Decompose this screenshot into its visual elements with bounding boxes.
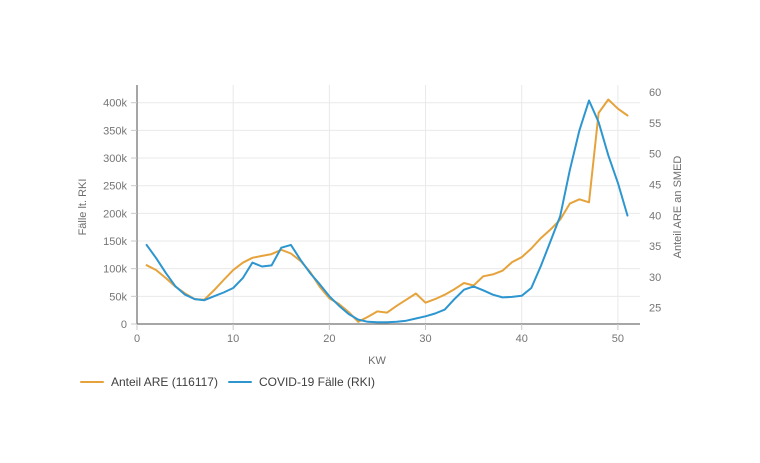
x-axis-title: KW [368, 355, 386, 367]
svg-text:45: 45 [649, 179, 661, 191]
right-axis-title: Anteil ARE an SMED [672, 155, 684, 259]
legend-swatch-orange [80, 381, 104, 383]
svg-text:40: 40 [516, 333, 528, 345]
svg-text:50k: 50k [109, 291, 127, 303]
svg-text:60: 60 [649, 87, 661, 99]
svg-text:35: 35 [649, 241, 661, 253]
svg-text:25: 25 [649, 303, 661, 315]
svg-text:40: 40 [649, 210, 661, 222]
legend-swatch-blue [227, 381, 252, 383]
svg-text:55: 55 [649, 118, 661, 130]
svg-text:250k: 250k [103, 181, 127, 193]
legend-item-covid-faelle[interactable]: COVID-19 Fälle (RKI) [227, 375, 375, 389]
svg-text:0: 0 [121, 319, 127, 331]
left-axis-title: Fälle lt. RKI [77, 178, 89, 236]
svg-text:20: 20 [323, 333, 335, 345]
svg-text:100k: 100k [103, 264, 127, 276]
svg-text:400k: 400k [103, 98, 127, 110]
svg-text:150k: 150k [103, 236, 127, 248]
legend-item-anteil-are[interactable]: Anteil ARE (116117) [80, 375, 218, 389]
svg-text:30: 30 [419, 333, 431, 345]
svg-text:350k: 350k [103, 125, 127, 137]
svg-text:300k: 300k [103, 153, 127, 165]
legend: Anteil ARE (116117) COVID-19 Fälle (RKI) [80, 375, 385, 389]
svg-text:50: 50 [612, 333, 624, 345]
series-line-covid-faelle [145, 99, 629, 324]
svg-text:30: 30 [649, 272, 661, 284]
svg-text:0: 0 [134, 333, 140, 345]
legend-label-anteil-are: Anteil ARE (116117) [111, 375, 218, 389]
svg-text:50: 50 [649, 149, 661, 161]
svg-text:200k: 200k [103, 208, 127, 220]
legend-label-covid-faelle: COVID-19 Fälle (RKI) [258, 375, 375, 389]
series-line-anteil-are [145, 98, 629, 323]
svg-text:10: 10 [227, 333, 239, 345]
